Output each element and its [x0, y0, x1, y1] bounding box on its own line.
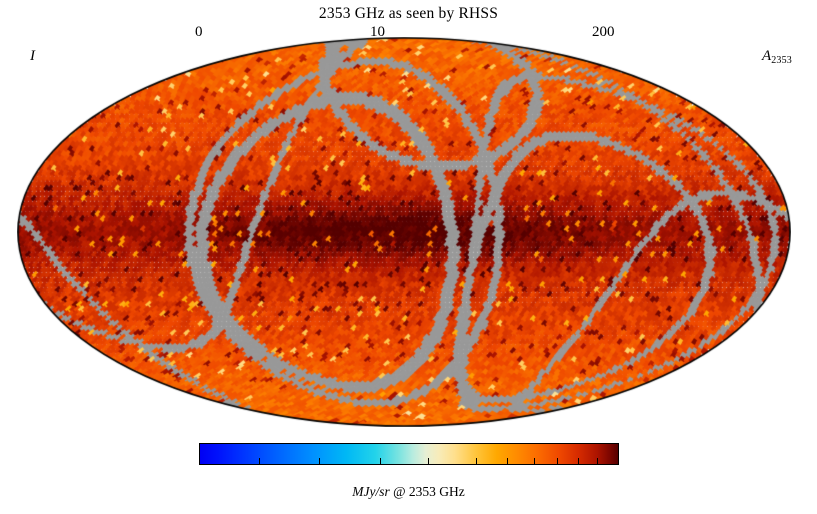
colorbar-tick	[507, 458, 509, 464]
sky-map-canvas	[17, 37, 791, 427]
sky-map	[17, 37, 791, 427]
colorbar-tick	[578, 458, 580, 464]
colorbar-tick	[597, 458, 599, 464]
colorbar-tick	[258, 458, 260, 464]
colorbar-mid-label: 10	[370, 24, 385, 40]
colorbar-tick	[379, 458, 381, 464]
colorbar-tick	[618, 458, 619, 464]
page-title: 2353 GHz as seen by RHSS	[318, 5, 499, 22]
colorbar-tick	[475, 458, 477, 464]
colorbar-axis-label: MJy/sr @ 2353 GHz	[0, 484, 817, 500]
colorbar-units: MJy/sr	[352, 484, 390, 499]
colorbar-frequency: @ 2353 GHz	[393, 484, 465, 499]
colorbar	[199, 443, 619, 465]
colorbar-tick	[319, 458, 321, 464]
colorbar-min-label: 0	[195, 24, 203, 40]
colorbar-gradient	[199, 443, 619, 465]
colorbar-tick	[557, 458, 559, 464]
colorbar-tick	[427, 458, 429, 464]
colorbar-tick	[534, 458, 536, 464]
colorbar-max-label: 200	[592, 24, 615, 40]
